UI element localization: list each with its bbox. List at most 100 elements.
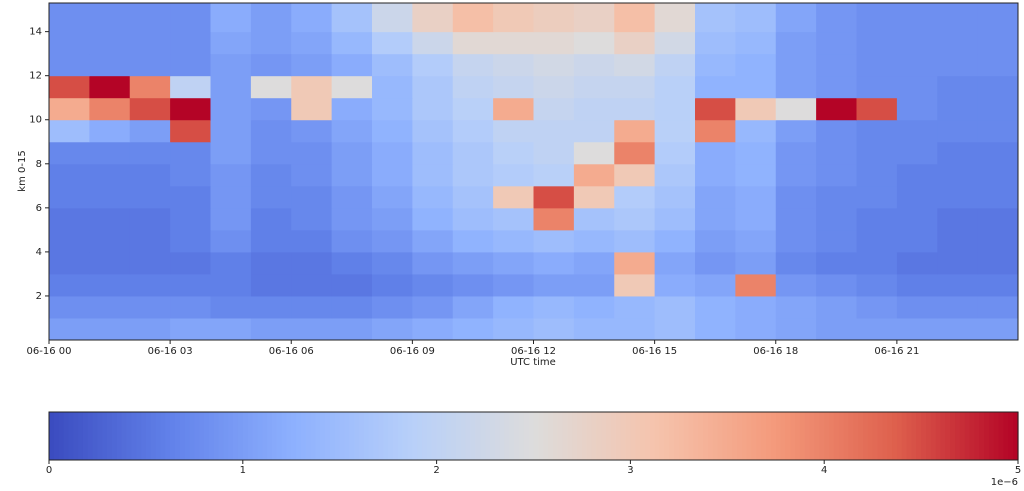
heatmap-cell — [533, 31, 575, 55]
heatmap-cell — [372, 75, 413, 99]
colorbar-swatch — [877, 412, 883, 460]
heatmap-cell — [856, 3, 898, 33]
heatmap-cell — [170, 229, 211, 253]
heatmap-cell — [331, 163, 373, 187]
heatmap-cell — [210, 75, 252, 99]
heatmap-cell — [654, 75, 696, 99]
colorbar-swatch — [703, 412, 709, 460]
colorbar-swatch — [940, 412, 946, 460]
colorbar-swatch — [276, 412, 283, 460]
heatmap-cell — [412, 207, 454, 231]
heatmap-cell — [654, 53, 696, 77]
heatmap-cell — [896, 273, 938, 297]
colorbar-swatch — [950, 412, 956, 460]
heatmap-cell — [695, 207, 736, 231]
colorbar-swatch — [412, 412, 418, 460]
heatmap-cell — [129, 53, 171, 77]
colorbar-swatch — [315, 412, 321, 460]
heatmap-cell — [291, 273, 333, 297]
colorbar-swatch — [790, 412, 796, 460]
colorbar-swatch — [126, 412, 132, 460]
heatmap-cell — [89, 163, 131, 187]
heatmap-cell — [129, 3, 171, 33]
heatmap-cell — [452, 3, 494, 33]
y-tick-label: 12 — [29, 71, 42, 82]
colorbar-swatch — [121, 412, 128, 460]
heatmap-cell — [937, 317, 979, 341]
heatmap-cell — [937, 163, 979, 187]
heatmap-cell — [533, 273, 575, 297]
colorbar-swatch — [300, 412, 307, 460]
heatmap-cell — [493, 295, 534, 319]
heatmap-cell — [331, 317, 373, 341]
colorbar-swatch — [485, 412, 491, 460]
colorbar-swatch — [533, 412, 539, 460]
heatmap-cell — [372, 97, 413, 121]
heatmap-cell — [695, 97, 736, 121]
heatmap-cell — [372, 317, 413, 341]
colorbar-frame — [48, 411, 1019, 461]
heatmap-cell — [775, 185, 817, 209]
colorbar-swatch — [87, 412, 94, 460]
heatmap-cell — [452, 229, 494, 253]
colorbar-swatch — [494, 412, 501, 460]
heatmap-cell — [614, 317, 656, 341]
heatmap-cell — [695, 119, 736, 143]
heatmap-cell — [573, 53, 615, 77]
colorbar-swatch — [785, 412, 791, 460]
colorbar-swatch — [722, 412, 728, 460]
heatmap-cell — [250, 185, 292, 209]
heatmap-cell — [372, 273, 413, 297]
heatmap-cell — [493, 119, 534, 143]
heatmap-cell — [937, 229, 979, 253]
heatmap-cell — [654, 273, 696, 297]
heatmap-cell — [775, 141, 817, 165]
colorbar-swatch — [615, 412, 622, 460]
heatmap-cell — [170, 163, 211, 187]
heatmap-cell — [533, 229, 575, 253]
x-axis-label: UTC time — [510, 357, 556, 368]
heatmap-cell — [412, 31, 454, 55]
heatmap-cell — [614, 295, 656, 319]
heatmap-cell — [250, 141, 292, 165]
heatmap-cell — [654, 163, 696, 187]
heatmap-cell — [695, 53, 736, 77]
heatmap-cell — [654, 229, 696, 253]
colorbar-swatch — [538, 412, 544, 460]
colorbar-swatch — [480, 412, 486, 460]
heatmap-cell — [977, 251, 1019, 275]
heatmap-cell — [816, 119, 857, 143]
colorbar-swatch — [189, 412, 195, 460]
heatmap-cell — [856, 141, 898, 165]
colorbar-swatch — [523, 412, 530, 460]
heatmap-cell — [412, 295, 454, 319]
colorbar-swatch — [678, 412, 685, 460]
colorbar-swatch — [204, 412, 210, 460]
heatmap-cell — [533, 207, 575, 231]
heatmap-cell — [896, 229, 938, 253]
heatmap-cell — [49, 119, 90, 143]
heatmap-cell — [614, 251, 656, 275]
heatmap-cell — [533, 295, 575, 319]
heatmap-cell — [250, 273, 292, 297]
heatmap-cell — [129, 97, 171, 121]
heatmap-cell — [49, 75, 90, 99]
y-tick-label: 8 — [36, 159, 42, 170]
heatmap-cell — [49, 229, 90, 253]
heatmap-cell — [614, 75, 656, 99]
heatmap-cell — [129, 295, 171, 319]
heatmap-cell — [412, 163, 454, 187]
heatmap-cell — [129, 163, 171, 187]
heatmap-cell — [614, 31, 656, 55]
heatmap-cell — [412, 141, 454, 165]
heatmap-cell — [937, 31, 979, 55]
heatmap-cell — [573, 295, 615, 319]
heatmap-cell — [735, 251, 777, 275]
heatmap-cell — [291, 317, 333, 341]
heatmap-cell — [49, 207, 90, 231]
heatmap-cell — [573, 163, 615, 187]
colorbar-swatch — [732, 412, 738, 460]
heatmap-cell — [210, 3, 252, 33]
heatmap-cell — [533, 53, 575, 77]
colorbar-swatch — [184, 412, 191, 460]
